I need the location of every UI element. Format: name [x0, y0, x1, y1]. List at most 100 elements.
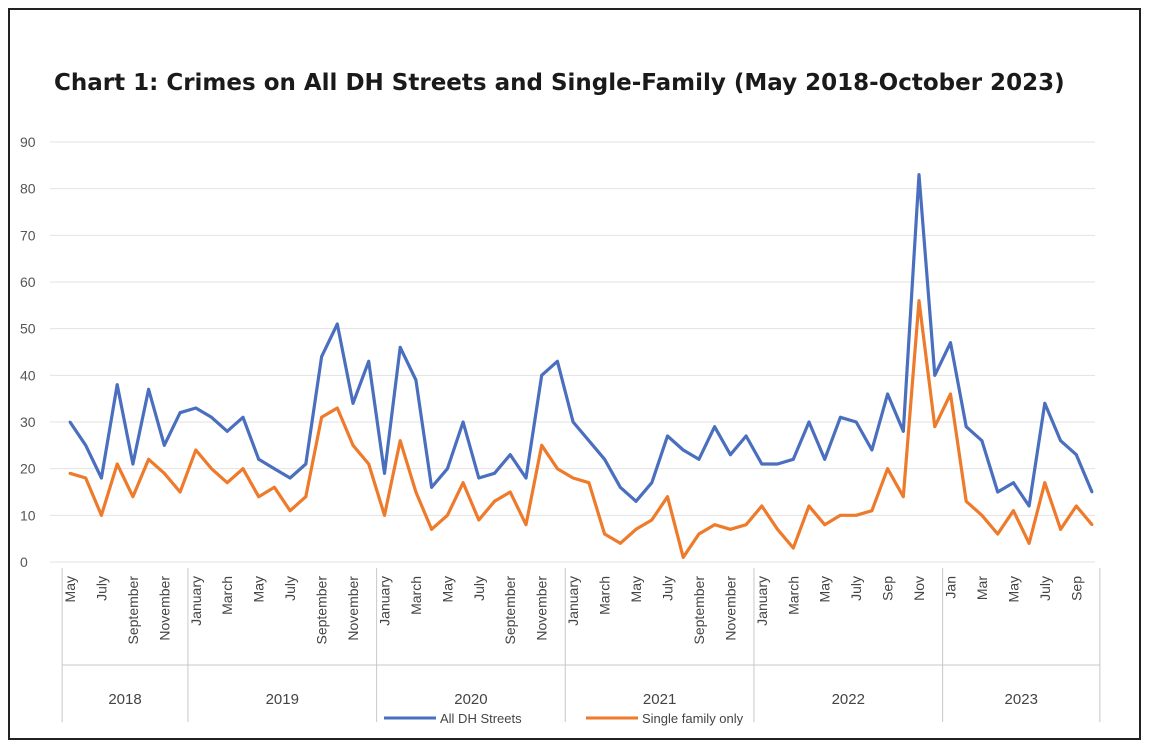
- data-point: [744, 523, 748, 527]
- data-point: [713, 523, 717, 527]
- data-point: [68, 471, 72, 475]
- data-point: [728, 527, 732, 531]
- x-tick-label: Sep: [880, 576, 896, 601]
- data-point: [603, 457, 606, 461]
- data-point: [241, 415, 245, 419]
- x-axis-ticks: May July September November January March May J…: [62, 576, 1084, 645]
- data-point: [162, 471, 166, 475]
- data-point: [540, 443, 544, 447]
- x-tick-label: May: [1005, 576, 1021, 602]
- x-tick-label: January: [754, 576, 770, 626]
- data-point: [131, 462, 135, 466]
- y-tick-label: 20: [20, 461, 36, 477]
- year-label: 2022: [832, 691, 865, 708]
- series-line: [68, 173, 1094, 508]
- x-tick-label: September: [502, 576, 518, 645]
- data-point: [713, 425, 717, 429]
- y-tick-label: 40: [20, 367, 36, 383]
- data-point: [571, 476, 575, 480]
- x-tick-label: November: [722, 576, 738, 641]
- data-point: [383, 471, 386, 475]
- data-point: [131, 495, 135, 499]
- data-point: [587, 481, 591, 485]
- data-point: [980, 439, 984, 443]
- x-tick-label: May: [62, 576, 78, 602]
- y-tick-label: 0: [20, 554, 28, 570]
- legend: All DH Streets Single family only: [384, 711, 744, 726]
- data-point: [1090, 490, 1094, 494]
- data-point: [367, 359, 371, 363]
- data-point: [194, 448, 198, 452]
- data-point: [933, 425, 937, 429]
- data-point: [68, 420, 72, 424]
- x-tick-label: July: [93, 576, 109, 601]
- data-point: [84, 443, 88, 447]
- data-point: [556, 467, 559, 471]
- data-point: [304, 495, 308, 499]
- data-point: [162, 443, 166, 447]
- data-point: [210, 467, 213, 471]
- series-line: [69, 299, 1094, 559]
- data-point: [1074, 504, 1078, 508]
- data-point: [634, 527, 638, 531]
- x-tick-label: July: [848, 576, 864, 601]
- data-point: [870, 448, 874, 452]
- data-point: [823, 523, 827, 527]
- x-tick-label: January: [565, 576, 581, 626]
- data-point: [681, 555, 685, 559]
- data-point: [461, 420, 465, 424]
- data-point: [320, 415, 323, 419]
- legend-label-all-dh-streets: All DH Streets: [440, 711, 522, 726]
- data-point: [1027, 504, 1031, 508]
- data-point: [524, 476, 528, 480]
- x-tick-label: May: [251, 576, 267, 602]
- data-point: [571, 420, 575, 424]
- data-point: [178, 490, 182, 494]
- data-point: [147, 457, 151, 461]
- data-point: [839, 415, 842, 419]
- data-point: [964, 425, 968, 429]
- data-point: [886, 392, 889, 396]
- y-tick-label: 10: [20, 507, 36, 523]
- data-point: [618, 485, 622, 489]
- data-point: [100, 476, 103, 480]
- data-point: [398, 345, 402, 349]
- series-lines: [68, 173, 1094, 559]
- y-tick-label: 60: [20, 274, 36, 290]
- data-point: [949, 341, 952, 345]
- data-point: [288, 476, 292, 480]
- data-point: [681, 448, 685, 452]
- y-tick-label: 70: [20, 227, 36, 243]
- data-point: [508, 490, 512, 494]
- data-point: [1059, 439, 1062, 443]
- chart-title: Chart 1: Crimes on All DH Streets and Si…: [54, 70, 1065, 96]
- x-tick-label: July: [659, 576, 675, 601]
- data-point: [697, 457, 701, 461]
- data-point: [933, 373, 937, 377]
- x-tick-label: March: [597, 576, 613, 615]
- x-tick-label: September: [314, 576, 330, 645]
- x-tick-label: Nov: [911, 576, 927, 601]
- y-tick-label: 80: [20, 181, 36, 197]
- y-axis-ticks: 0 10 20 30 40 50 60 70 80 90: [20, 134, 36, 570]
- data-point: [194, 406, 198, 410]
- data-point: [996, 490, 1000, 494]
- data-point: [776, 527, 779, 531]
- data-point: [1027, 541, 1031, 545]
- data-point: [996, 532, 1000, 536]
- data-point: [823, 457, 827, 461]
- data-point: [445, 467, 449, 471]
- data-point: [477, 518, 481, 522]
- series-single-family-only: [68, 299, 1094, 559]
- legend-label-single-family: Single family only: [642, 711, 744, 726]
- x-tick-label: May: [817, 576, 833, 602]
- data-point: [241, 467, 245, 471]
- year-label: 2019: [266, 691, 299, 708]
- x-tick-label: May: [439, 576, 455, 602]
- data-point: [807, 420, 811, 424]
- x-tick-label: November: [345, 576, 361, 641]
- x-tick-label: January: [188, 576, 204, 626]
- data-point: [949, 392, 952, 396]
- data-point: [115, 383, 119, 387]
- data-point: [257, 457, 261, 461]
